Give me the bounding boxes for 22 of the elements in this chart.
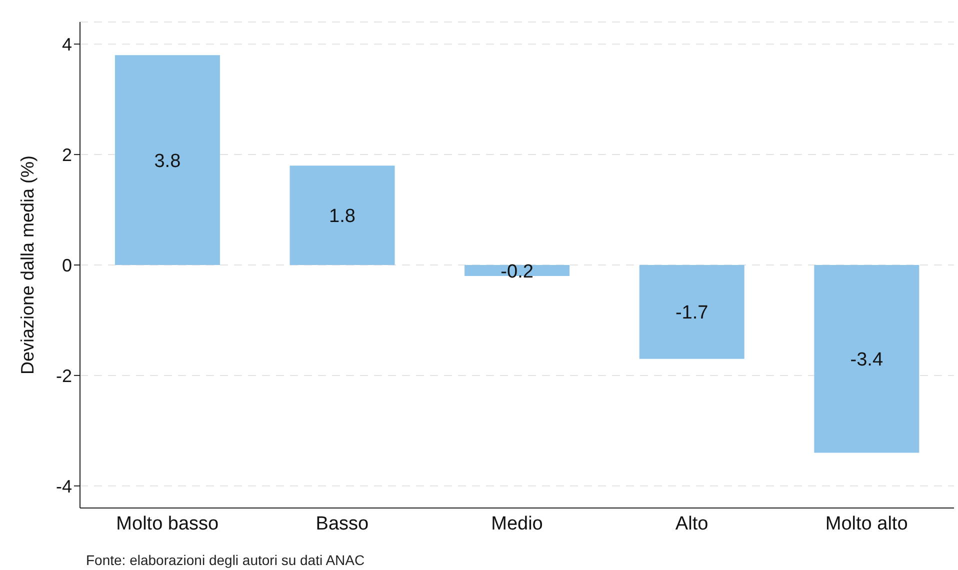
bar bbox=[290, 166, 395, 265]
data-label: -0.2 bbox=[500, 261, 534, 282]
data-label: -1.7 bbox=[675, 302, 708, 324]
y-tick-label: -2 bbox=[56, 366, 72, 386]
x-tick-label: Molto basso bbox=[116, 513, 219, 534]
bar bbox=[639, 265, 744, 359]
bar bbox=[814, 265, 920, 453]
data-label: -3.4 bbox=[850, 350, 884, 371]
x-tick-label: Basso bbox=[316, 513, 369, 534]
y-tick-label: 4 bbox=[62, 34, 72, 54]
y-tick-label: 0 bbox=[62, 255, 72, 276]
x-tick-label: Medio bbox=[491, 513, 543, 534]
x-tick-label: Molto alto bbox=[825, 513, 908, 534]
y-tick-label: 2 bbox=[62, 144, 72, 165]
data-label: 1.8 bbox=[329, 206, 356, 228]
x-tick-label: Alto bbox=[675, 513, 708, 534]
bar bbox=[114, 55, 220, 265]
source-note: Fonte: elaborazioni degli autori su dati ANAC bbox=[86, 552, 365, 568]
y-axis-title: Deviazione dalla media (%) bbox=[17, 155, 38, 375]
data-label: 3.8 bbox=[154, 150, 181, 172]
y-tick-label: -4 bbox=[56, 476, 72, 496]
bar bbox=[464, 265, 570, 276]
